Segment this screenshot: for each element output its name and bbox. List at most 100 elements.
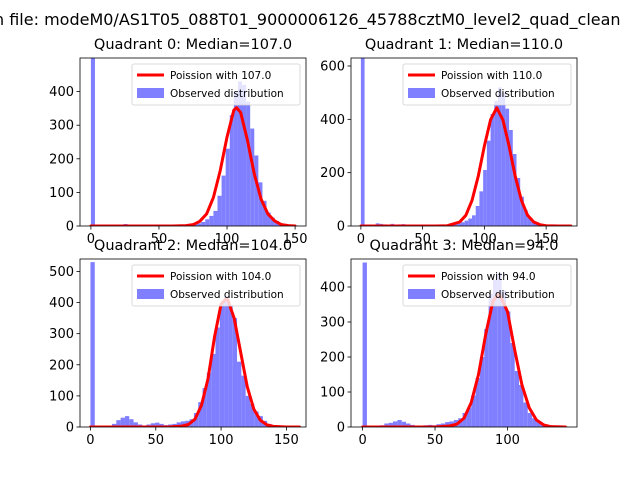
observed-bar	[523, 210, 528, 226]
legend-box	[402, 63, 572, 106]
observed-bar	[497, 273, 502, 427]
observed-bar	[232, 318, 238, 427]
observed-bar	[245, 395, 250, 427]
observed-bar	[479, 357, 485, 427]
y-tick-label: 300	[49, 119, 74, 134]
legend-box	[402, 264, 572, 307]
legend-poisson-label: Poission with 107.0	[170, 70, 271, 82]
x-tick-label: 150	[274, 433, 299, 448]
observed-bar	[406, 423, 411, 427]
observed-bar	[116, 420, 121, 427]
observed-bar	[270, 217, 275, 226]
y-tick-label: 100	[49, 186, 74, 201]
y-tick-label: 300	[49, 327, 74, 342]
observed-bar	[112, 423, 117, 427]
observed-bar	[516, 178, 521, 226]
y-tick-label: 200	[320, 166, 345, 181]
axes-frame	[79, 57, 307, 227]
observed-bar	[472, 215, 476, 226]
observed-bar	[201, 221, 206, 226]
x-tick-label: 0	[358, 433, 366, 448]
observed-bar	[475, 206, 480, 226]
observed-bar	[90, 262, 95, 427]
y-tick-label: 200	[49, 358, 74, 373]
axes-frame	[350, 57, 578, 227]
observed-bar	[520, 196, 524, 226]
observed-bar	[510, 343, 515, 427]
x-tick-label: 50	[427, 433, 444, 448]
y-tick-label: 200	[49, 152, 74, 167]
observed-bar	[501, 290, 507, 427]
x-tick-label: 50	[414, 232, 431, 247]
observed-bar	[490, 114, 495, 226]
quadrant-0-panel: 0 50 100 150 0 100 200 300 400 Poission with 107.…	[49, 37, 307, 247]
y-tick-label: 500	[49, 265, 74, 280]
observed-bar	[531, 222, 536, 226]
observed-bar	[209, 215, 214, 226]
observed-bar	[532, 418, 537, 427]
legend-box	[131, 264, 301, 307]
observed-bar	[512, 154, 517, 226]
x-tick-label: 100	[209, 433, 234, 448]
y-tick-label: 600	[320, 60, 345, 75]
observed-bar	[249, 403, 255, 427]
legend-poisson-label: Poission with 104.0	[170, 271, 271, 283]
observed-bar	[221, 175, 226, 226]
observed-bar	[471, 395, 476, 427]
y-tick-label: 100	[320, 386, 345, 401]
observed-bar	[159, 423, 164, 427]
legend-observed-label: Observed distribution	[170, 289, 284, 301]
observed-bar	[197, 223, 202, 226]
poisson-curve	[89, 106, 297, 226]
y-tick-label: 200	[320, 351, 345, 366]
y-tick-label: 400	[320, 281, 345, 296]
legend: Poission with 94.0 Observed distribution	[402, 264, 572, 307]
observed-bar	[202, 388, 207, 427]
observed-bar	[150, 423, 156, 427]
observed-bar	[237, 361, 242, 427]
legend-poisson-label: Poission with 94.0	[441, 271, 536, 283]
quadrant-3-panel: 0 50 100 0 100 200 300 400 Poission with 94.0 Obs…	[320, 238, 578, 448]
axes-frame	[79, 258, 307, 428]
observed-bar	[198, 402, 203, 427]
observed-bar	[225, 148, 230, 226]
observed-bar	[133, 422, 138, 427]
observed-bar	[536, 421, 541, 427]
observed-bar	[211, 353, 216, 427]
observed-bar	[384, 423, 389, 427]
observed-bar	[215, 327, 220, 427]
observed-bar	[497, 87, 502, 226]
observed-bar	[462, 413, 467, 427]
observed-bar	[475, 378, 480, 427]
observed-bar	[519, 385, 524, 427]
observed-bar	[254, 155, 259, 226]
observed-bar	[254, 411, 259, 427]
quadrant-0-title: Quadrant 0: Median=107.0	[94, 37, 292, 53]
observed-bar	[241, 375, 246, 427]
observed-bar	[246, 101, 251, 226]
observed-bar	[213, 210, 218, 226]
x-tick-label: 0	[86, 433, 94, 448]
x-tick-label: 100	[495, 433, 520, 448]
observed-bar	[90, 58, 95, 226]
observed-bar	[393, 421, 398, 427]
observed-bar	[505, 108, 510, 226]
legend-observed-label: Observed distribution	[441, 289, 555, 301]
quadrant-1-plot-area	[359, 58, 573, 226]
quadrant-1-panel: 0 50 100 150 0 200 400 600 Poission with 110.0 Ob…	[320, 37, 578, 247]
quadrant-2-panel: 0 50 100 150 0 100 200 300 400 500 Poission with 1…	[49, 238, 307, 448]
x-tick-label: 150	[534, 232, 559, 247]
y-tick-label: 300	[320, 316, 345, 331]
observed-bar	[523, 402, 528, 427]
observed-bar	[483, 170, 487, 226]
observed-bar	[129, 419, 134, 427]
y-tick-label: 0	[66, 220, 74, 235]
legend-observed-swatch	[408, 88, 435, 98]
observed-bar	[262, 200, 267, 226]
observed-bar	[397, 420, 402, 427]
legend-observed-label: Observed distribution	[441, 88, 555, 100]
poisson-curve	[88, 297, 301, 427]
observed-bar	[206, 372, 212, 427]
y-tick-label: 400	[49, 85, 74, 100]
